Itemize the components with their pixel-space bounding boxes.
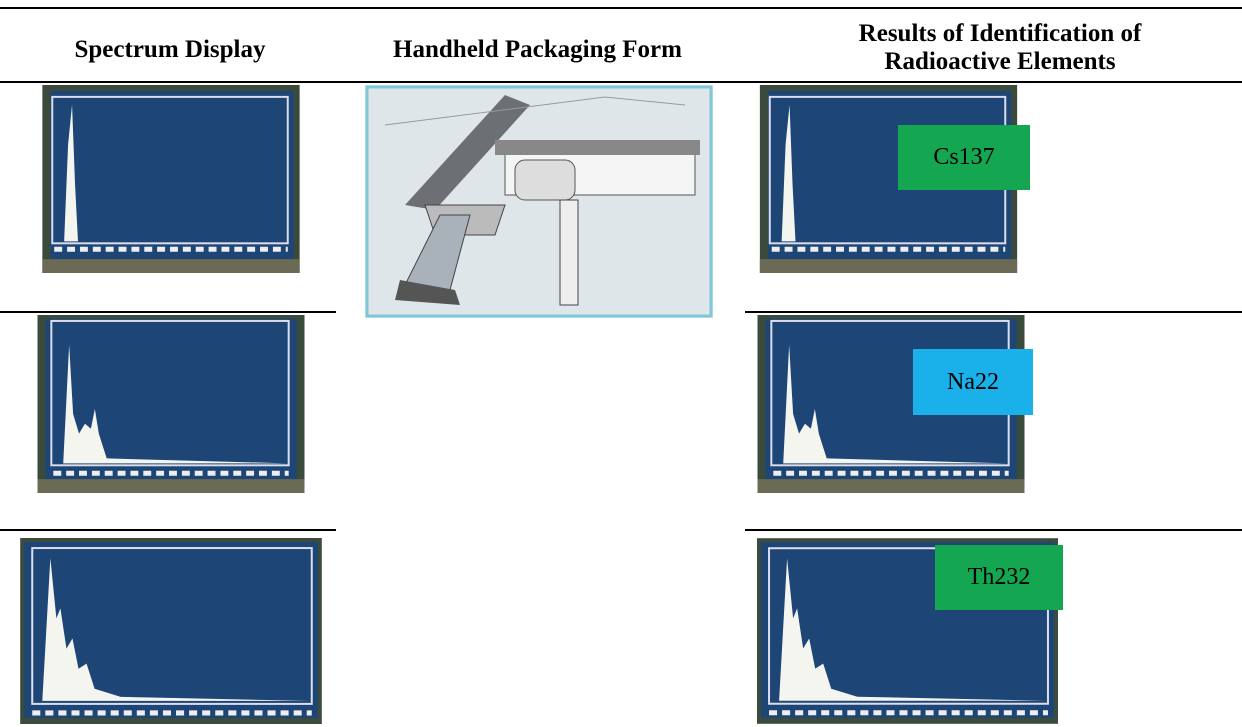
row-rule [0,311,336,313]
result-label: Na22 [913,349,1033,415]
row-rule [745,311,1242,313]
top-rule [0,7,1242,9]
header: Results of Identification of Radioactive… [858,20,1142,75]
result-label: Th232 [935,545,1063,610]
spectrum-image [37,315,305,493]
result-label: Cs137 [898,125,1030,190]
row-rule [0,529,336,531]
spectrum-image [42,85,300,273]
row-rule [745,529,1242,531]
header-rule [0,81,1242,83]
header: Handheld Packaging Form [393,36,682,63]
spectrum-image [20,538,322,724]
header: Spectrum Display [74,36,266,63]
packaging-image [365,85,713,318]
